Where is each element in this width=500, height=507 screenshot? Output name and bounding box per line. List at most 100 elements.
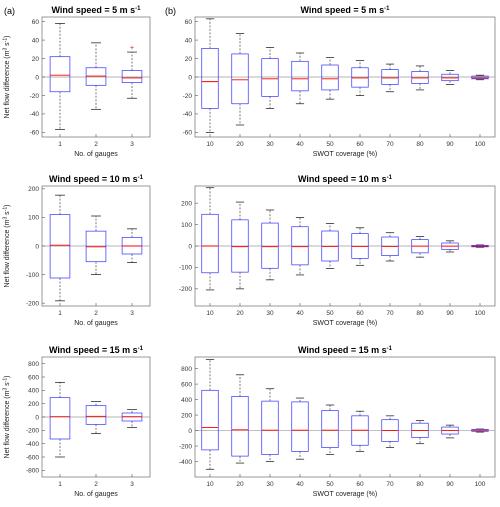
- y-tick-label: 800: [28, 361, 39, 368]
- box-2: [85, 401, 107, 435]
- box-80: [411, 420, 429, 445]
- box-2: [85, 215, 107, 275]
- box-70: [381, 232, 399, 262]
- x-axis-label: SWOT coverage (%): [313, 491, 377, 498]
- x-tick-label: 1: [58, 310, 62, 317]
- x-tick-label: 100: [475, 141, 486, 148]
- box-1: [49, 23, 71, 130]
- x-tick-label: 30: [266, 481, 274, 488]
- y-tick-label: 40: [32, 37, 40, 44]
- box-2: [85, 42, 107, 110]
- chart-b3: -400 -200 0 200 400 600 800 10 20 30 40 50 60 70 80 90 1…: [179, 345, 496, 498]
- y-tick-label: -200: [26, 428, 39, 435]
- chart-title: Wind speed = 15 m s-1: [49, 345, 144, 355]
- box-50: [321, 223, 339, 269]
- x-tick-label: 90: [446, 141, 454, 148]
- box-10: [201, 187, 219, 291]
- box-90: [441, 424, 459, 439]
- y-tick-label: -40: [183, 111, 193, 118]
- box-20: [231, 201, 249, 290]
- y-tick-label: 0: [35, 414, 39, 421]
- y-tick-label: 40: [185, 37, 193, 44]
- y-axis-label: Net flow difference (m3 s-1): [3, 36, 12, 119]
- box-40: [291, 397, 309, 460]
- chart-a2: -200 -100 0 100 200 1 2 3 Wind speed = 10 m s-1 N…: [3, 174, 151, 327]
- box-iqr: [201, 48, 219, 109]
- box-iqr: [321, 410, 339, 448]
- y-tick-label: 200: [181, 412, 192, 419]
- box-iqr: [291, 226, 309, 266]
- x-tick-label: 80: [416, 481, 424, 488]
- y-tick-label: 0: [35, 243, 39, 250]
- y-tick-label: 20: [185, 56, 193, 63]
- box-60: [351, 227, 369, 266]
- y-tick-label: -200: [179, 443, 192, 450]
- box-90: [441, 240, 459, 253]
- y-axis-label: Net flow difference (m3 s-1): [3, 376, 12, 459]
- box-iqr: [121, 70, 143, 83]
- box-80: [411, 236, 429, 258]
- box-3: [121, 409, 143, 429]
- x-tick-label: 2: [94, 141, 98, 148]
- box-1: [49, 381, 71, 458]
- x-tick-label: 60: [356, 481, 364, 488]
- x-tick-label: 50: [326, 310, 334, 317]
- box-40: [291, 217, 309, 276]
- box-70: [381, 63, 399, 93]
- box-3: [121, 228, 143, 263]
- chart-title: Wind speed = 15 m s-1: [298, 345, 393, 355]
- x-tick-label: 3: [130, 141, 134, 148]
- x-tick-label: 10: [206, 310, 214, 317]
- box-1: [49, 194, 71, 302]
- box-100: [471, 244, 489, 248]
- box-iqr: [201, 213, 219, 274]
- box-iqr: [49, 56, 71, 93]
- x-tick-label: 60: [356, 310, 364, 317]
- box-iqr: [85, 67, 107, 86]
- x-tick-label: 70: [386, 481, 394, 488]
- panel-label-a: (a): [4, 6, 15, 16]
- box-20: [231, 374, 249, 464]
- y-tick-label: 400: [28, 388, 39, 395]
- y-tick-label: 20: [32, 56, 40, 63]
- y-tick-label: 100: [28, 215, 39, 222]
- box-50: [321, 57, 339, 100]
- x-tick-label: 50: [326, 481, 334, 488]
- y-tick-label: -20: [30, 93, 40, 100]
- y-tick-label: 0: [188, 74, 192, 81]
- chart-a3: -800 -600 -400 -200 0 200 400 600 800 1 2 3 Wind spe…: [3, 345, 151, 498]
- chart-a1: -60 -40 -20 0 20 40 60 1 2 3 + Wind speed = 5 m s-1…: [3, 5, 151, 158]
- x-tick-label: 90: [446, 481, 454, 488]
- y-tick-label: -800: [26, 468, 39, 475]
- y-tick-label: 400: [181, 397, 192, 404]
- box-iqr: [411, 71, 429, 84]
- y-tick-label: -200: [26, 300, 39, 307]
- box-3: +: [121, 45, 143, 99]
- box-30: [261, 388, 279, 462]
- box-iqr: [471, 75, 489, 80]
- y-tick-label: 200: [28, 401, 39, 408]
- box-60: [351, 60, 369, 96]
- y-tick-label: 0: [188, 428, 192, 435]
- x-tick-label: 80: [416, 310, 424, 317]
- y-tick-label: 200: [28, 186, 39, 193]
- box-10: [201, 358, 219, 470]
- x-tick-label: 3: [130, 481, 134, 488]
- box-iqr: [261, 400, 279, 455]
- x-tick-label: 40: [296, 141, 304, 148]
- x-tick-label: 70: [386, 310, 394, 317]
- x-tick-label: 2: [94, 481, 98, 488]
- box-iqr: [201, 389, 219, 451]
- chart-title: Wind speed = 5 m s-1: [51, 5, 141, 15]
- plot-area: [194, 356, 496, 478]
- y-tick-label: -600: [26, 454, 39, 461]
- y-tick-label: -400: [26, 441, 39, 448]
- x-tick-label: 1: [58, 141, 62, 148]
- box-iqr: [261, 222, 279, 269]
- y-tick-label: 800: [181, 366, 192, 373]
- x-tick-label: 30: [266, 141, 274, 148]
- x-tick-label: 10: [206, 481, 214, 488]
- y-tick-label: -40: [30, 111, 40, 118]
- x-tick-label: 50: [326, 141, 334, 148]
